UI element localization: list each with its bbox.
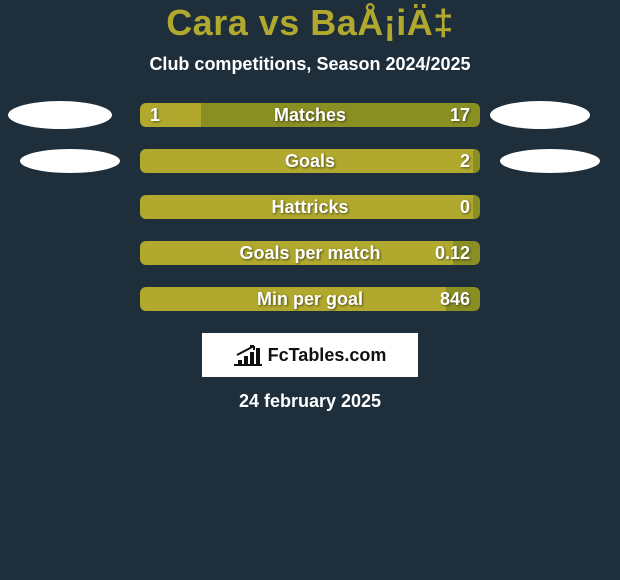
avatar	[490, 101, 590, 129]
subtitle: Club competitions, Season 2024/2025	[0, 54, 620, 75]
metric-label: Hattricks	[140, 195, 480, 219]
avatar	[20, 149, 120, 173]
metric-row: 0.12Goals per match	[0, 241, 620, 265]
metric-row: 0Hattricks	[0, 195, 620, 219]
metric-label: Goals per match	[140, 241, 480, 265]
metrics-list: 117Matches 2Goals 0Hattricks 0.12Goals per …	[0, 103, 620, 311]
metric-row: 846Min per goal	[0, 287, 620, 311]
brand-badge[interactable]: FcTables.com	[202, 333, 418, 377]
bar-chart-icon	[234, 344, 262, 366]
avatar	[8, 101, 112, 129]
brand-text: FcTables.com	[268, 345, 387, 366]
metric-row: 117Matches	[0, 103, 620, 127]
metric-row: 2Goals	[0, 149, 620, 173]
avatar	[500, 149, 600, 173]
date-label: 24 february 2025	[0, 391, 620, 412]
metric-label: Min per goal	[140, 287, 480, 311]
metric-label: Matches	[140, 103, 480, 127]
metric-label: Goals	[140, 149, 480, 173]
widget-root: Cara vs BaÅ¡iÄ‡ Club competitions, Seaso…	[0, 0, 620, 580]
page-title: Cara vs BaÅ¡iÄ‡	[0, 0, 620, 44]
